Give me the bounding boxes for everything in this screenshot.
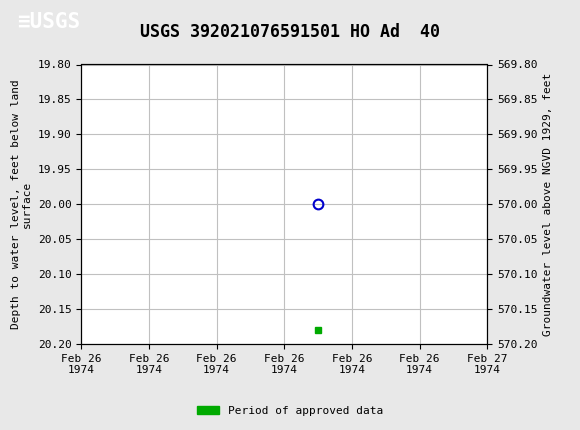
Text: USGS 392021076591501 HO Ad  40: USGS 392021076591501 HO Ad 40 [140, 23, 440, 41]
Text: ≡USGS: ≡USGS [17, 12, 81, 31]
Y-axis label: Depth to water level, feet below land
surface: Depth to water level, feet below land su… [10, 80, 32, 329]
Y-axis label: Groundwater level above NGVD 1929, feet: Groundwater level above NGVD 1929, feet [543, 73, 553, 336]
Legend: Period of approved data: Period of approved data [193, 401, 387, 420]
